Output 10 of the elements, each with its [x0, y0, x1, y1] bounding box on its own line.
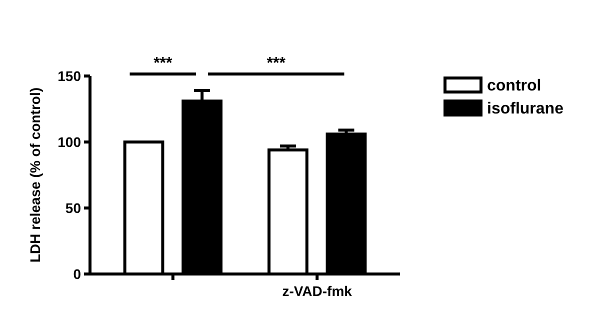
y-tick-label: 50 — [65, 200, 82, 216]
legend-label: control — [487, 78, 542, 95]
y-tick-label: 100 — [58, 134, 82, 150]
y-tick-label: 150 — [58, 68, 82, 84]
x-tick-label: z-VAD-fmk — [282, 283, 352, 299]
text: *** — [154, 55, 174, 72]
text: *** — [266, 55, 286, 72]
y-axis-title: LDH release (% of control) — [27, 87, 43, 263]
y-tick-label: 0 — [73, 266, 82, 282]
legend-label: isoflurane — [487, 100, 564, 118]
